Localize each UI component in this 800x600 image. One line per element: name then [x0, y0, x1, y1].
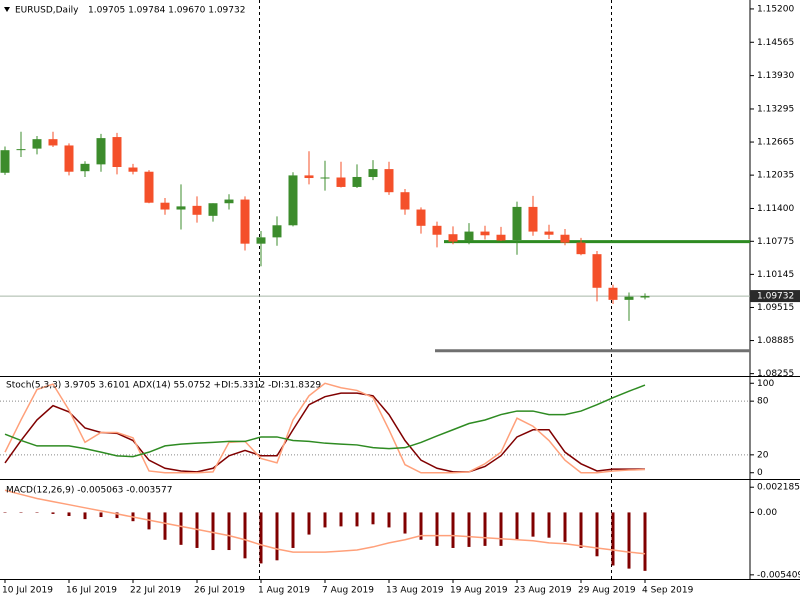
candle-body: [528, 206, 538, 232]
y-tick-label: 1.12035: [757, 171, 794, 181]
candle-body: [592, 254, 602, 288]
candle-body: [272, 225, 282, 238]
menu-arrow: [4, 7, 10, 12]
y-tick-label: 20: [757, 450, 769, 460]
macd-title: MACD(12,26,9) -0.005063 -0.003577: [6, 486, 172, 496]
candle-body: [192, 205, 202, 215]
candle-body: [32, 139, 42, 149]
candle-body: [560, 234, 570, 243]
y-tick-label: 1.09515: [757, 303, 794, 313]
current-price-label: 1.09732: [757, 292, 794, 302]
x-tick-label: 29 Aug 2019: [578, 586, 636, 596]
x-tick-label: 4 Sep 2019: [642, 586, 694, 596]
candle-body: [80, 163, 90, 172]
y-tick-label: 1.10145: [757, 270, 794, 280]
candle-body: [304, 175, 314, 179]
candle-body: [496, 234, 506, 241]
y-tick-label: 1.13930: [757, 71, 794, 81]
indicator-line: [4, 384, 646, 458]
y-tick-label: 1.15200: [757, 4, 794, 14]
candle-body: [160, 202, 170, 210]
candle-body: [432, 225, 442, 235]
candle-body: [224, 199, 234, 204]
y-tick-label: -0.005409: [757, 570, 800, 580]
y-tick-label: 80: [757, 397, 769, 407]
x-tick-label: 23 Aug 2019: [514, 586, 572, 596]
y-tick-label: 1.08885: [757, 336, 794, 346]
candle-body: [448, 234, 458, 242]
x-tick-label: 16 Jul 2019: [66, 586, 117, 596]
candle-body: [368, 169, 378, 177]
candle-body: [48, 139, 58, 146]
current-price-box: [750, 290, 800, 303]
y-tick-label: 0.00: [757, 508, 777, 518]
x-tick-label: 13 Aug 2019: [386, 586, 444, 596]
y-tick-label: 1.10775: [757, 237, 794, 247]
ohlc-info: 1.09705 1.09784 1.09670 1.09732: [88, 6, 245, 16]
candle-body: [16, 149, 26, 151]
candle-body: [384, 169, 394, 193]
candle-body: [512, 206, 522, 240]
candle-body: [240, 199, 250, 244]
indicator-line: [4, 382, 646, 474]
candle-body: [576, 242, 586, 255]
candle-body: [96, 138, 106, 165]
candle-body: [64, 145, 74, 172]
candle-body: [256, 237, 266, 244]
candle-body: [464, 231, 474, 242]
candle-body: [320, 177, 330, 179]
x-tick-label: 26 Jul 2019: [194, 586, 245, 596]
candle-body: [176, 206, 186, 210]
stoch-title: Stoch(5,3,3) 3.9705 3.6101 ADX(14) 55.07…: [6, 381, 321, 391]
y-tick-label: 1.13295: [757, 104, 794, 114]
y-tick-label: 100: [757, 379, 774, 389]
candle-body: [352, 176, 362, 187]
y-tick-label: 0.002185: [757, 483, 800, 493]
candle-body: [208, 203, 218, 216]
candle-body: [112, 137, 122, 167]
y-tick-label: 1.08255: [757, 369, 794, 379]
y-tick-label: 1.11400: [757, 204, 794, 214]
candle-body: [624, 296, 634, 300]
candle-body: [288, 175, 298, 226]
x-tick-label: 22 Jul 2019: [130, 586, 181, 596]
x-tick-label: 19 Aug 2019: [450, 586, 508, 596]
candle-body: [544, 231, 554, 235]
candle-body: [400, 192, 410, 210]
candle-body: [144, 171, 154, 203]
x-tick-label: 1 Aug 2019: [258, 586, 310, 596]
signal-line: [4, 489, 646, 555]
candle-body: [416, 209, 426, 226]
candle-body: [128, 167, 138, 172]
candle-body: [0, 150, 10, 173]
y-tick-label: 1.14565: [757, 38, 794, 48]
candle-body: [336, 177, 346, 187]
chart-title: EURUSD,Daily: [15, 6, 79, 16]
candle-body: [608, 287, 618, 300]
x-tick-label: 10 Jul 2019: [2, 586, 53, 596]
y-tick-label: 0: [757, 468, 763, 478]
y-tick-label: 1.12665: [757, 138, 794, 148]
candle-body: [480, 231, 490, 236]
candle-body: [640, 296, 650, 298]
x-tick-label: 7 Aug 2019: [322, 586, 374, 596]
